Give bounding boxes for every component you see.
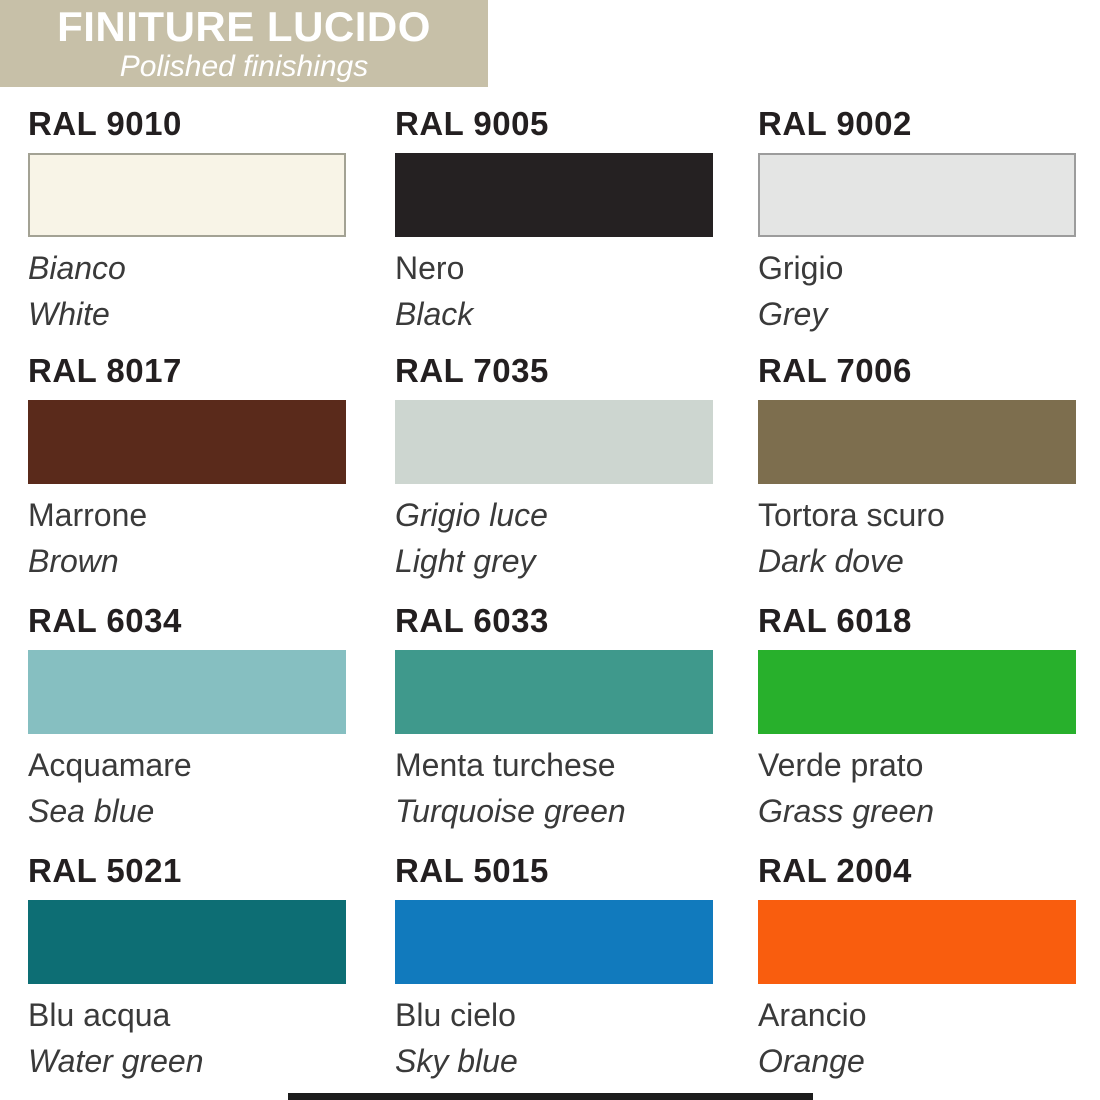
color-swatch [395,649,713,734]
ral-code: RAL 6018 [758,602,912,639]
section-subtitle: Polished finishings [119,50,369,83]
ral-code: RAL 9010 [28,105,182,142]
color-name-english: Light grey [395,542,536,579]
swatch-cell-ral-9010: RAL 9010 Bianco White [28,105,358,330]
color-name-english: Turquoise green [395,792,626,829]
ral-code: RAL 5015 [395,852,549,889]
color-name-english: Grey [758,295,828,332]
color-name-italian: Grigio luce [395,496,548,533]
ral-code: RAL 7006 [758,352,912,389]
color-name-italian: Arancio [758,996,867,1033]
ral-code: RAL 5021 [28,852,182,889]
color-swatch [758,649,1076,734]
color-name-italian: Acquamare [28,746,192,783]
color-name-english: Water green [28,1042,204,1079]
color-swatch [395,399,713,484]
color-name-italian: Bianco [28,249,126,286]
color-swatch [758,899,1076,984]
ral-code: RAL 2004 [758,852,912,889]
cut-off-next-section-bar [288,1093,813,1100]
swatch-cell-ral-6034: RAL 6034 Acquamare Sea blue [28,602,358,827]
color-name-english: Grass green [758,792,935,829]
color-name-italian: Blu cielo [395,996,516,1033]
color-name-italian: Marrone [28,496,148,533]
color-swatch [28,399,346,484]
swatch-cell-ral-7035: RAL 7035 Grigio luce Light grey [395,352,725,577]
color-name-english: Orange [758,1042,865,1079]
color-swatch [758,399,1076,484]
swatch-cell-ral-6018: RAL 6018 Verde prato Grass green [758,602,1088,827]
section-title: FINITURE LUCIDO [57,3,431,50]
swatch-cell-ral-7006: RAL 7006 Tortora scuro Dark dove [758,352,1088,577]
ral-code: RAL 6033 [395,602,549,639]
color-swatch [28,649,346,734]
color-name-italian: Nero [395,249,465,286]
swatch-cell-ral-8017: RAL 8017 Marrone Brown [28,352,358,577]
swatch-cell-ral-5021: RAL 5021 Blu acqua Water green [28,852,358,1077]
swatch-cell-ral-9002: RAL 9002 Grigio Grey [758,105,1088,330]
ral-code: RAL 6034 [28,602,182,639]
ral-code: RAL 9005 [395,105,549,142]
color-swatch [395,899,713,984]
ral-code: RAL 7035 [395,352,549,389]
swatch-cell-ral-9005: RAL 9005 Nero Black [395,105,725,330]
color-name-english: Sky blue [395,1042,518,1079]
ral-code: RAL 9002 [758,105,912,142]
color-name-english: Sea blue [28,792,155,829]
color-name-italian: Verde prato [758,746,924,783]
color-swatch [758,152,1076,237]
color-name-italian: Tortora scuro [758,496,945,533]
swatch-cell-ral-6033: RAL 6033 Menta turchese Turquoise green [395,602,725,827]
color-swatch [28,899,346,984]
color-swatch [395,152,713,237]
color-name-english: Brown [28,542,119,579]
color-name-italian: Menta turchese [395,746,616,783]
section-header: FINITURE LUCIDO Polished finishings [0,0,488,87]
color-swatch [28,152,346,237]
swatch-cell-ral-5015: RAL 5015 Blu cielo Sky blue [395,852,725,1077]
color-name-italian: Grigio [758,249,844,286]
color-name-english: Black [395,295,474,332]
swatch-cell-ral-2004: RAL 2004 Arancio Orange [758,852,1088,1077]
color-name-english: White [28,295,110,332]
color-name-english: Dark dove [758,542,904,579]
ral-code: RAL 8017 [28,352,182,389]
color-name-italian: Blu acqua [28,996,171,1033]
